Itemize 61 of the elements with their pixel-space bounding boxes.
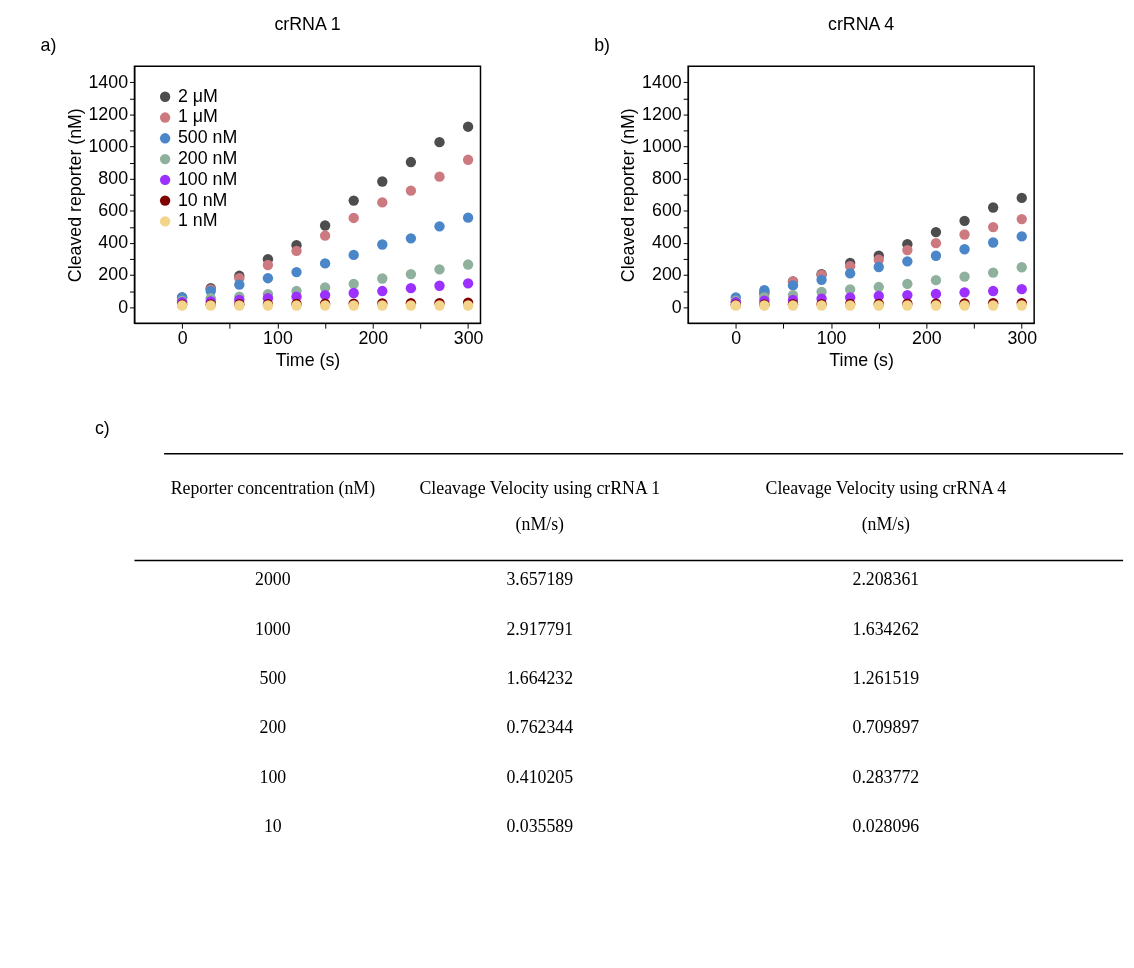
y-tick-label: 1000 — [642, 135, 682, 156]
text: 2000 — [255, 569, 291, 590]
text: 0.762344 — [506, 717, 574, 738]
text: 3.657189 — [506, 569, 574, 590]
chart-title: crRNA 1 — [274, 13, 341, 34]
text: 10 — [263, 816, 282, 837]
text: Reporter concentration (nM) — [170, 478, 376, 500]
x-tick-label: 0 — [731, 328, 742, 349]
legend-label: 200 nM — [177, 148, 238, 169]
legend-label: 500 nM — [177, 127, 238, 148]
legend-label: 100 nM — [177, 168, 238, 189]
y-tick-label: 0 — [671, 296, 682, 317]
text: 200 — [259, 717, 287, 738]
y-axis-title: Cleaved reporter (nM) — [618, 108, 639, 283]
y-tick-label: 200 — [98, 264, 129, 285]
text: Cleavage Velocity using crRNA 4 (nM/s) — [765, 478, 1007, 535]
text: 500 — [259, 668, 287, 689]
text: 1.261519 — [852, 668, 920, 689]
text: 0.028096 — [852, 816, 920, 837]
text: 2.917791 — [506, 618, 574, 639]
legend-label: 1 nM — [177, 210, 218, 231]
text: 0.283772 — [852, 766, 920, 787]
text: 0.410205 — [506, 766, 574, 787]
x-axis-title: Time (s) — [829, 350, 894, 371]
chart-title: crRNA 4 — [828, 13, 895, 34]
text: a) — [40, 35, 57, 56]
text: 0.709897 — [852, 717, 920, 738]
text: 1.664232 — [506, 668, 574, 689]
y-tick-label: 1200 — [88, 103, 129, 124]
text: 1000 — [255, 618, 291, 639]
y-tick-label: 1400 — [88, 71, 129, 92]
x-tick-label: 200 — [912, 328, 942, 349]
text: 0.035589 — [506, 816, 574, 837]
y-tick-label: 200 — [652, 264, 682, 285]
x-tick-label: 300 — [1007, 328, 1038, 349]
text: c) — [94, 417, 110, 438]
y-tick-label: 400 — [652, 232, 682, 253]
legend-label: 10 nM — [177, 189, 228, 210]
y-tick-label: 1000 — [88, 135, 129, 156]
x-tick-label: 100 — [816, 328, 847, 349]
x-axis-title: Time (s) — [275, 350, 341, 371]
y-tick-label: 600 — [652, 200, 682, 221]
y-axis-title: Cleaved reporter (nM) — [64, 108, 85, 283]
y-tick-label: 800 — [98, 168, 129, 189]
y-tick-label: 400 — [98, 232, 129, 253]
y-tick-label: 800 — [652, 168, 682, 189]
y-tick-label: 0 — [118, 296, 129, 317]
y-tick-label: 1200 — [642, 103, 682, 124]
text: 100 — [259, 766, 287, 787]
text: 1.634262 — [852, 618, 920, 639]
text: 2.208361 — [852, 569, 920, 590]
x-tick-label: 300 — [453, 328, 484, 349]
text: Cleavage Velocity using crRNA 1 (nM/s) — [419, 478, 661, 535]
x-tick-label: 100 — [263, 328, 293, 349]
y-tick-label: 600 — [98, 200, 129, 221]
legend-label: 2 μM — [177, 85, 218, 106]
x-tick-label: 200 — [358, 328, 389, 349]
y-tick-label: 1400 — [642, 71, 682, 92]
text: b) — [594, 35, 610, 56]
x-tick-label: 0 — [177, 328, 188, 349]
legend-label: 1 μM — [177, 106, 218, 127]
